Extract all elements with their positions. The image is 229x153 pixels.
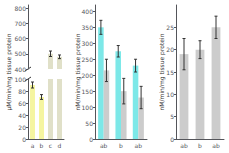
svg-text:ab: ab [180, 142, 188, 149]
svg-text:400: 400 [15, 66, 27, 73]
svg-text:20: 20 [166, 46, 174, 53]
svg-text:25: 25 [166, 24, 174, 31]
svg-text:350: 350 [82, 24, 94, 31]
svg-text:nM/min/mg tissue protein: nM/min/mg tissue protein [158, 33, 166, 110]
svg-text:40: 40 [18, 112, 26, 119]
svg-text:150: 150 [82, 88, 94, 95]
svg-text:5: 5 [170, 113, 174, 120]
svg-text:0: 0 [22, 136, 26, 143]
svg-text:250: 250 [82, 56, 94, 63]
svg-text:μM/min/mg tissue protein: μM/min/mg tissue protein [5, 33, 13, 110]
svg-text:400: 400 [82, 8, 94, 15]
svg-text:60: 60 [18, 100, 26, 107]
svg-text:50: 50 [85, 120, 93, 127]
svg-text:15: 15 [166, 69, 174, 76]
svg-text:a: a [31, 142, 35, 149]
svg-text:d: d [58, 142, 62, 149]
svg-text:200: 200 [82, 72, 94, 79]
svg-text:500: 500 [15, 50, 27, 57]
svg-text:300: 300 [82, 40, 94, 47]
svg-text:10: 10 [166, 91, 174, 98]
svg-text:b: b [40, 142, 44, 149]
svg-text:700: 700 [15, 20, 27, 27]
svg-text:100: 100 [15, 76, 27, 83]
svg-text:800: 800 [15, 5, 27, 12]
svg-text:b: b [119, 142, 123, 149]
svg-text:c: c [49, 142, 52, 149]
svg-text:b: b [198, 142, 202, 149]
svg-text:ab: ab [135, 142, 143, 149]
svg-text:0: 0 [89, 136, 93, 143]
svg-text:20: 20 [18, 124, 26, 131]
svg-text:80: 80 [18, 88, 26, 95]
svg-text:0: 0 [170, 136, 174, 143]
svg-text:nM/min/mg tissue protein: nM/min/mg tissue protein [74, 33, 82, 110]
svg-text:ab: ab [212, 142, 220, 149]
svg-text:600: 600 [15, 35, 27, 42]
svg-text:ab: ab [100, 142, 108, 149]
svg-text:100: 100 [82, 104, 94, 111]
